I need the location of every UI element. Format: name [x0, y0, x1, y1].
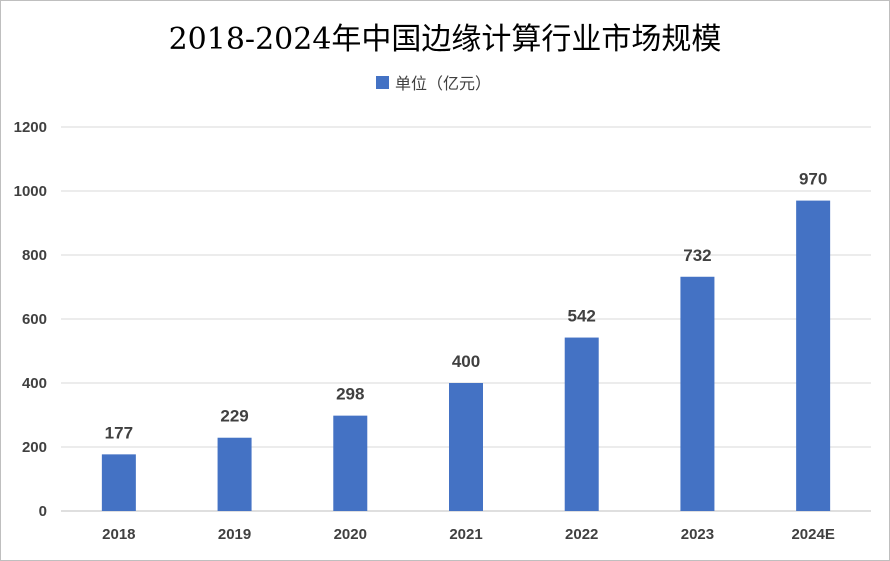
legend-swatch [376, 76, 389, 89]
bar [564, 337, 599, 511]
y-tick-label: 400 [22, 375, 47, 392]
data-label: 732 [683, 246, 711, 265]
y-tick-label: 0 [39, 503, 47, 520]
y-tick-label: 1000 [14, 183, 47, 200]
x-axis-ticks: 2018 2019 2020 2021 2022 2023 2024E [102, 526, 835, 543]
y-tick-label: 800 [22, 247, 47, 264]
data-label: 970 [799, 170, 827, 189]
data-label: 542 [568, 307, 596, 326]
bars [101, 200, 831, 511]
legend-label: 单位（亿元） [395, 74, 491, 93]
x-tick-label: 2020 [334, 526, 367, 543]
chart-title: 2018-2024年中国边缘计算行业市场规模 [169, 22, 722, 57]
data-label: 229 [220, 407, 248, 426]
bar [449, 383, 483, 511]
legend: 单位（亿元） [376, 74, 491, 93]
x-tick-label: 2024E [791, 526, 834, 543]
y-tick-label: 600 [22, 311, 47, 328]
x-tick-label: 2023 [681, 526, 714, 543]
x-tick-label: 2021 [449, 526, 482, 543]
bar [680, 276, 715, 511]
y-axis-ticks: 0 200 400 600 800 1000 1200 [14, 119, 47, 520]
y-tick-label: 200 [22, 439, 47, 456]
bar [796, 200, 831, 511]
data-label: 177 [105, 423, 133, 442]
x-tick-label: 2019 [218, 526, 251, 543]
bar [101, 454, 136, 511]
y-tick-label: 1200 [14, 119, 47, 136]
x-tick-label: 2018 [102, 526, 135, 543]
x-tick-label: 2022 [565, 526, 598, 543]
data-labels: 177 229 298 400 542 732 970 [105, 170, 828, 443]
bar [217, 437, 252, 511]
bar [333, 415, 368, 511]
data-label: 400 [452, 352, 480, 371]
data-label: 298 [336, 385, 364, 404]
